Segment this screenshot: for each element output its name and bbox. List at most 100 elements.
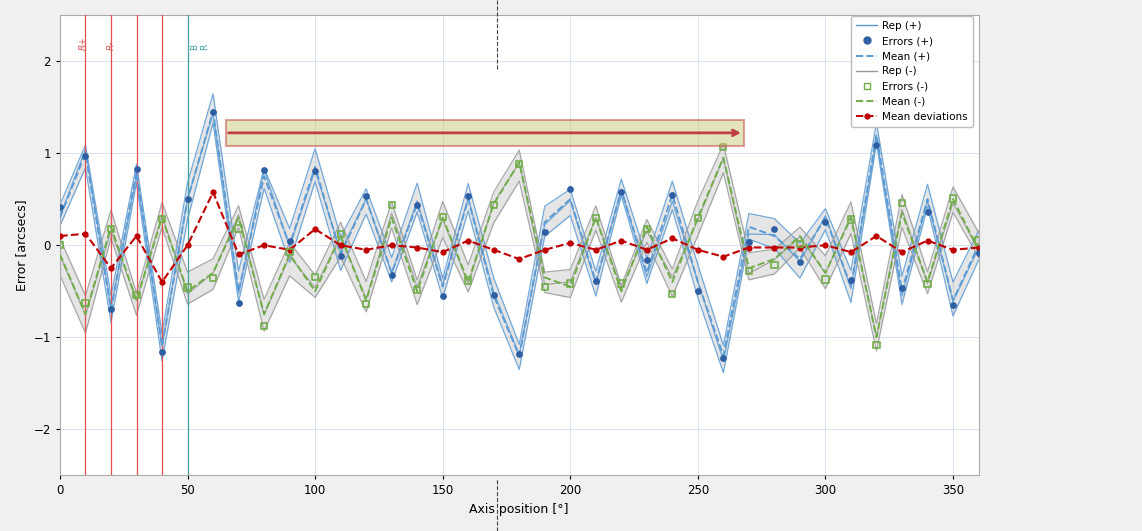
- Mean (-): [844, 215, 858, 221]
- Errors (-): [970, 236, 988, 245]
- Mean deviations: [640, 246, 653, 253]
- Mean (+): [207, 108, 220, 115]
- Errors (+): [255, 165, 273, 174]
- Errors (-): [817, 276, 835, 284]
- Errors (+): [587, 277, 605, 285]
- Mean (+): [640, 270, 653, 276]
- Mean (-): [614, 288, 628, 294]
- Errors (-): [77, 298, 95, 307]
- Errors (+): [740, 237, 758, 246]
- Errors (-): [128, 291, 146, 299]
- Mean deviations: [385, 242, 399, 249]
- Mean (+): [666, 191, 679, 198]
- Mean (-): [461, 279, 475, 285]
- Errors (+): [561, 184, 579, 193]
- Mean (-): [895, 210, 909, 216]
- Errors (-): [230, 224, 248, 233]
- Mean (+): [232, 288, 246, 294]
- Mean (+): [410, 201, 424, 207]
- Mean (-): [232, 215, 246, 221]
- Errors (-): [637, 225, 656, 234]
- Mean (-): [563, 284, 577, 290]
- Mean (+): [972, 242, 986, 249]
- Errors (-): [842, 215, 860, 224]
- Mean (-): [691, 215, 705, 221]
- Mean deviations: [614, 237, 628, 244]
- Errors (-): [561, 279, 579, 288]
- Mean (-): [308, 288, 322, 294]
- Mean deviations: [461, 237, 475, 244]
- Mean deviations: [563, 239, 577, 246]
- Errors (+): [867, 141, 885, 150]
- Errors (+): [357, 192, 376, 200]
- Mean (-): [869, 334, 883, 340]
- Mean deviations: [716, 253, 730, 260]
- Mean (+): [767, 233, 781, 239]
- Mean deviations: [538, 246, 552, 253]
- Mean (+): [283, 242, 297, 249]
- Text: R: R: [200, 44, 209, 50]
- Mean (-): [742, 265, 756, 271]
- Errors (-): [790, 239, 809, 248]
- Mean (+): [563, 196, 577, 202]
- Errors (+): [51, 202, 70, 211]
- Mean (-): [54, 251, 67, 258]
- Mean deviations: [869, 233, 883, 239]
- Mean (+): [104, 306, 118, 313]
- Mean deviations: [308, 226, 322, 232]
- Errors (+): [383, 270, 401, 279]
- Mean deviations: [972, 244, 986, 251]
- Errors (+): [510, 350, 529, 358]
- Errors (-): [153, 215, 171, 223]
- Mean (-): [283, 251, 297, 258]
- Mean (+): [513, 353, 526, 359]
- Mean (+): [486, 293, 500, 299]
- Mean (-): [79, 311, 93, 318]
- Errors (+): [230, 298, 248, 307]
- Text: R+: R+: [79, 36, 88, 50]
- Text: R-: R-: [106, 40, 115, 50]
- Errors (+): [944, 301, 963, 309]
- Bar: [226, 120, 743, 145]
- Mean deviations: [436, 249, 450, 255]
- Mean (-): [666, 279, 679, 285]
- Mean (+): [360, 196, 373, 202]
- Errors (-): [612, 279, 630, 288]
- Mean (+): [538, 219, 552, 225]
- Mean deviations: [333, 242, 347, 249]
- Mean deviations: [486, 246, 500, 253]
- Errors (+): [918, 208, 936, 217]
- Mean (+): [130, 168, 144, 175]
- Mean (+): [691, 279, 705, 285]
- Mean deviations: [920, 237, 934, 244]
- Mean deviations: [283, 246, 297, 253]
- Errors (-): [102, 225, 120, 233]
- Mean (-): [972, 246, 986, 253]
- Mean (-): [257, 311, 271, 318]
- Errors (+): [664, 191, 682, 199]
- Errors (-): [714, 142, 732, 151]
- Mean (-): [155, 215, 169, 221]
- Errors (+): [970, 249, 988, 257]
- Errors (+): [281, 237, 299, 245]
- Mean deviations: [793, 244, 806, 251]
- Mean deviations: [360, 246, 373, 253]
- Mean (+): [589, 279, 603, 285]
- Mean (+): [461, 196, 475, 202]
- Mean deviations: [691, 246, 705, 253]
- Mean (+): [895, 288, 909, 294]
- Errors (+): [689, 287, 707, 296]
- Errors (+): [765, 225, 783, 234]
- Mean deviations: [767, 244, 781, 251]
- Line: Mean (-): Mean (-): [61, 158, 979, 337]
- Mean deviations: [207, 189, 220, 195]
- Mean deviations: [947, 246, 960, 253]
- Mean deviations: [895, 249, 909, 255]
- Mean (-): [360, 297, 373, 304]
- Errors (-): [434, 213, 452, 221]
- Mean (+): [54, 215, 67, 221]
- Errors (-): [255, 322, 273, 330]
- Errors (+): [790, 258, 809, 266]
- Errors (+): [77, 152, 95, 160]
- Mean (-): [767, 256, 781, 262]
